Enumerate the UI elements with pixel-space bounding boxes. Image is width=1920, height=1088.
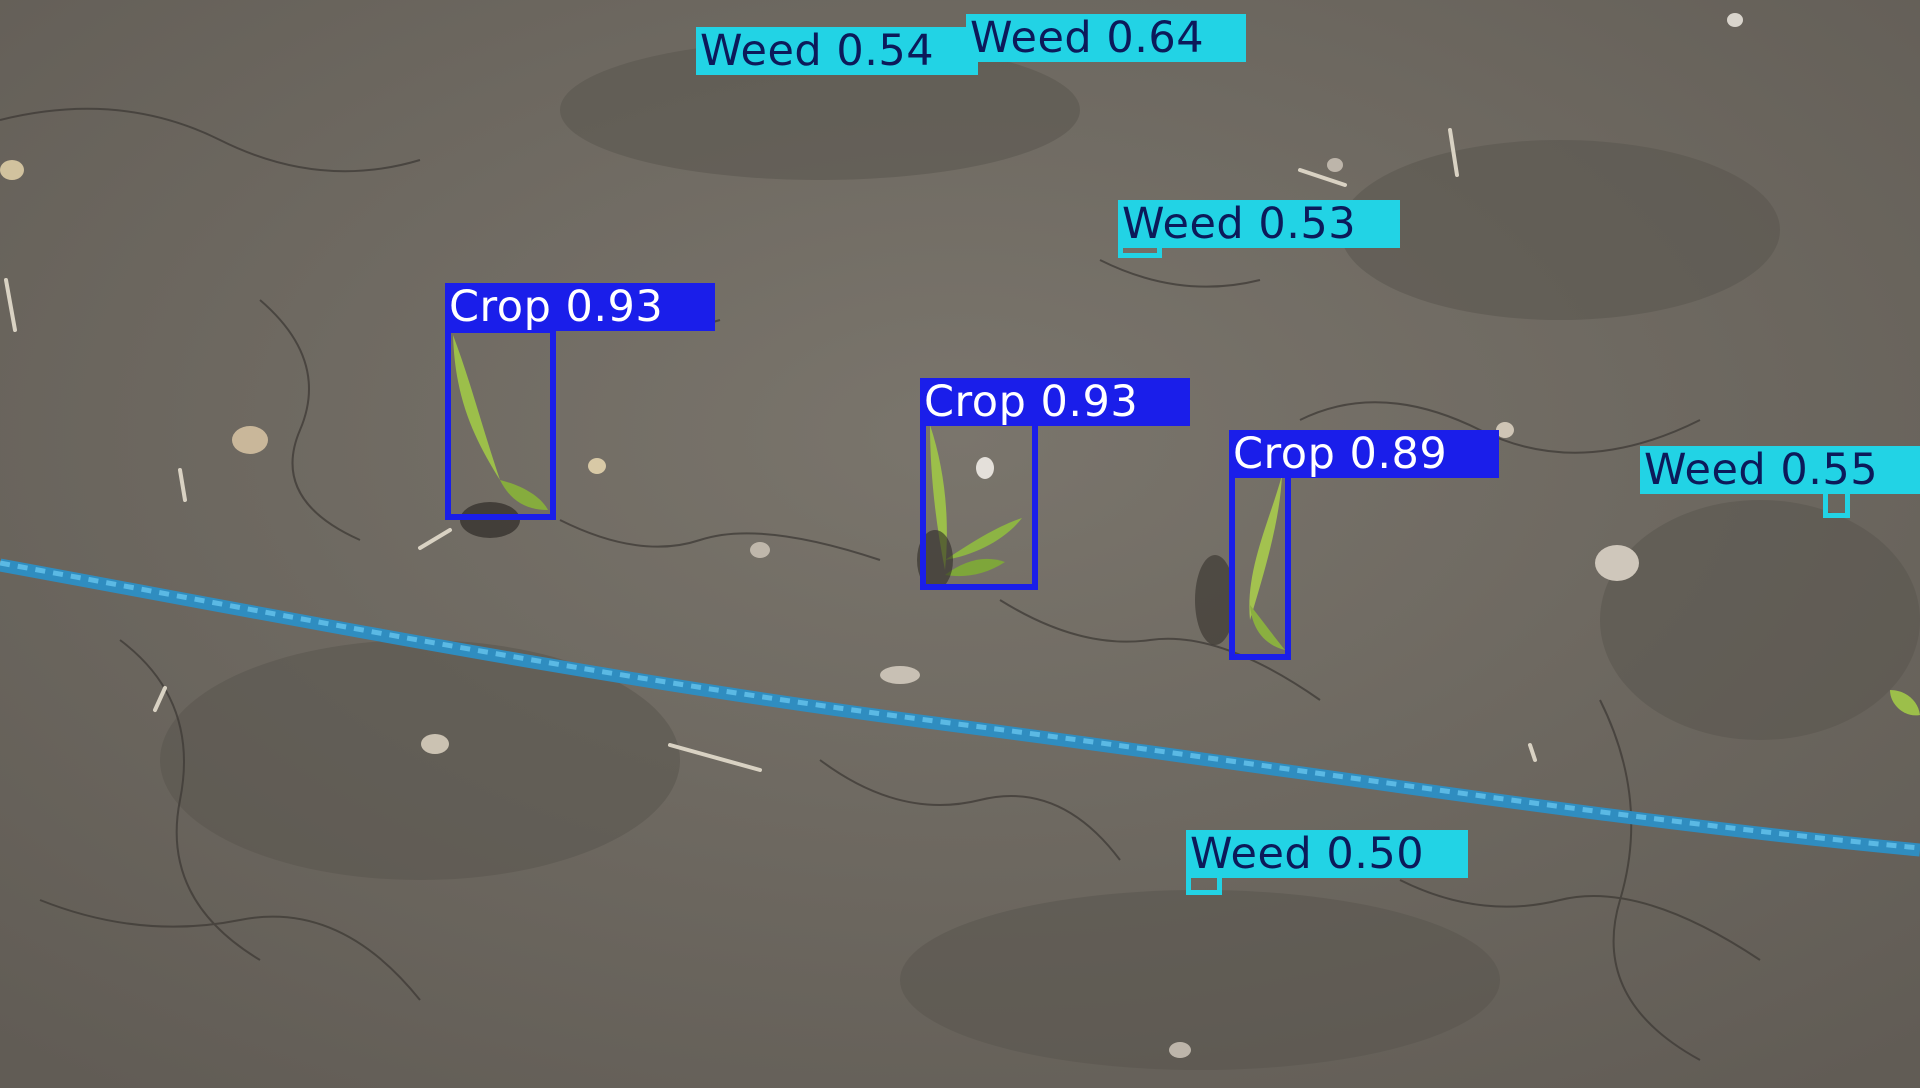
crop-box-2[interactable] — [920, 420, 1038, 590]
weed-label-5: Weed 0.50 — [1186, 830, 1468, 878]
weed-label-2: Weed 0.64 — [966, 14, 1246, 62]
straw-debris — [4, 128, 1537, 772]
crop-label-1: Crop 0.93 — [445, 283, 715, 331]
crop-plant-3 — [1195, 475, 1285, 650]
soil-shadow-patches — [160, 40, 1920, 1070]
weed-label-3: Weed 0.53 — [1118, 200, 1400, 248]
crop-box-3[interactable] — [1229, 470, 1291, 660]
crop-plant-1 — [453, 335, 548, 538]
crop-label-2: Crop 0.93 — [920, 378, 1190, 426]
crop-box-1[interactable] — [445, 327, 556, 520]
crop-label-3: Crop 0.89 — [1229, 430, 1499, 478]
pebbles — [0, 13, 1743, 1058]
crop-plant-2 — [917, 425, 1022, 590]
weed-label-4: Weed 0.55 — [1640, 446, 1920, 494]
edge-seedling — [1890, 690, 1920, 716]
weed-label-1: Weed 0.54 — [696, 27, 978, 75]
